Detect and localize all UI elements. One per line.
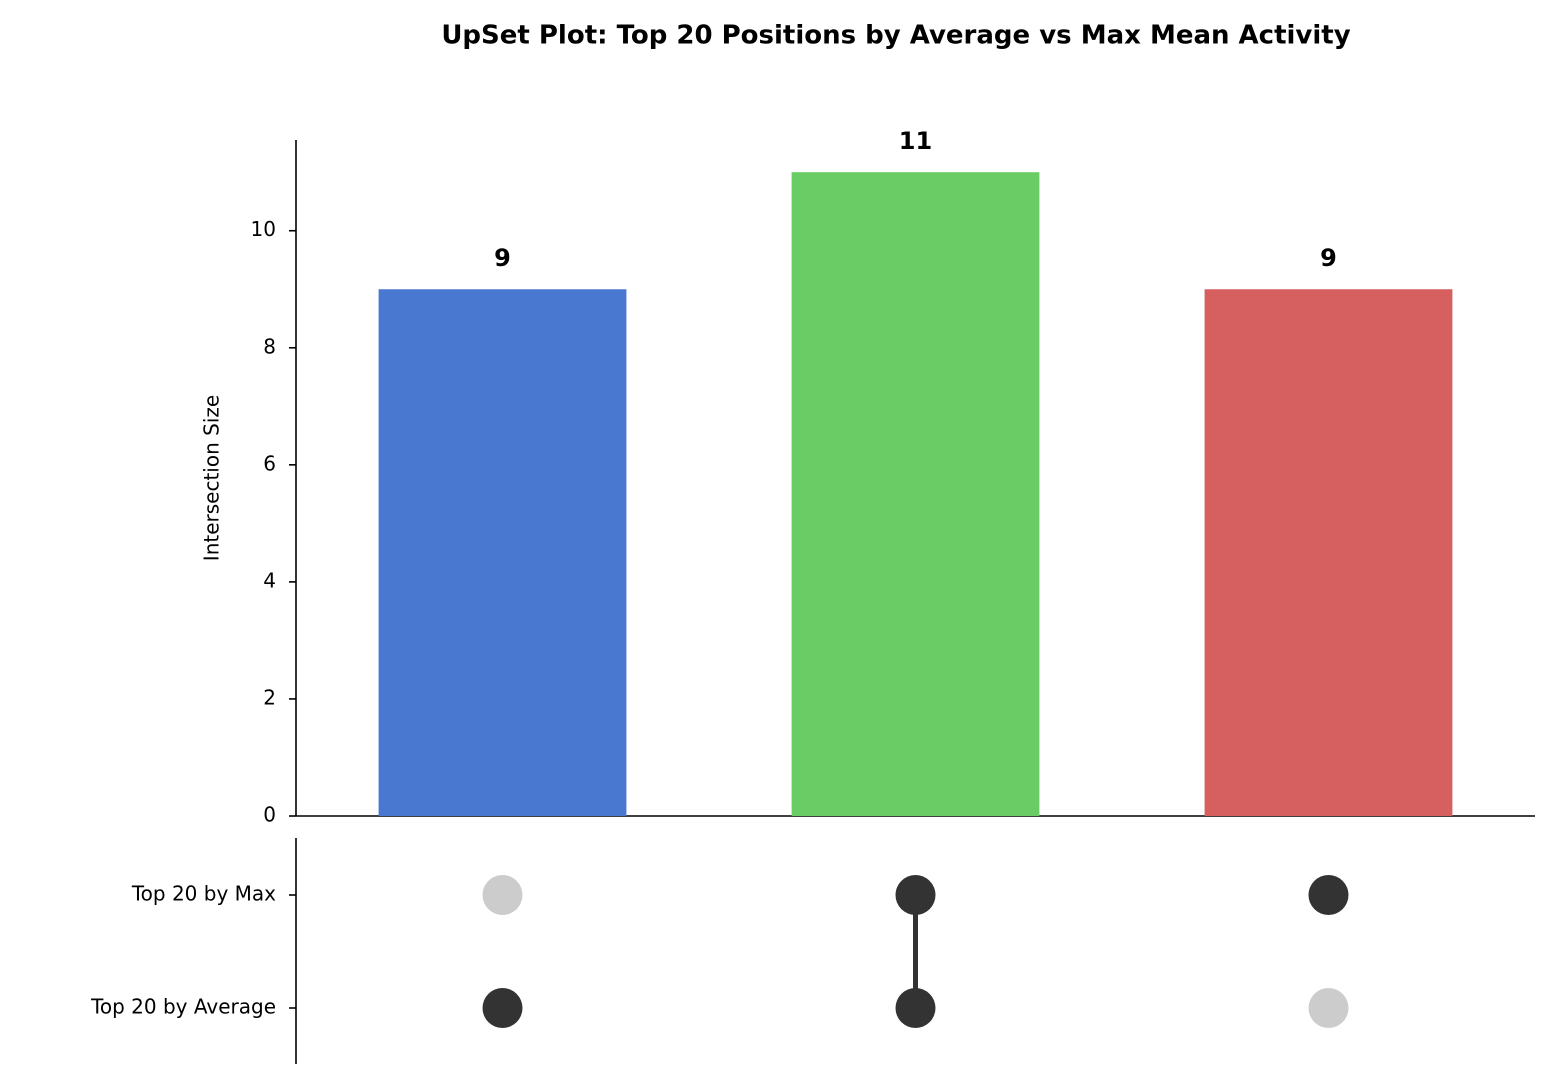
set-label: Top 20 by Average bbox=[90, 995, 276, 1019]
membership-dot bbox=[895, 875, 936, 915]
membership-dot bbox=[482, 988, 523, 1028]
bar bbox=[378, 289, 627, 816]
chart-title: UpSet Plot: Top 20 Positions by Average … bbox=[441, 21, 1350, 51]
y-tick-label: 2 bbox=[263, 685, 276, 709]
bar bbox=[1204, 289, 1453, 816]
membership-dot bbox=[1308, 988, 1349, 1028]
value-label: 11 bbox=[899, 127, 932, 155]
membership-dot bbox=[482, 875, 523, 915]
value-label: 9 bbox=[494, 244, 511, 272]
y-tick-label: 0 bbox=[263, 803, 276, 827]
y-tick-label: 8 bbox=[263, 334, 276, 358]
y-tick-label: 10 bbox=[251, 217, 276, 241]
y-tick-label: 6 bbox=[263, 451, 276, 475]
set-label: Top 20 by Max bbox=[131, 882, 276, 906]
value-label: 9 bbox=[1320, 244, 1337, 272]
membership-dot bbox=[1308, 875, 1349, 915]
bar bbox=[791, 172, 1040, 816]
y-axis-label: Intersection Size bbox=[200, 395, 224, 561]
membership-dot bbox=[895, 988, 936, 1028]
y-tick-label: 4 bbox=[263, 568, 276, 592]
